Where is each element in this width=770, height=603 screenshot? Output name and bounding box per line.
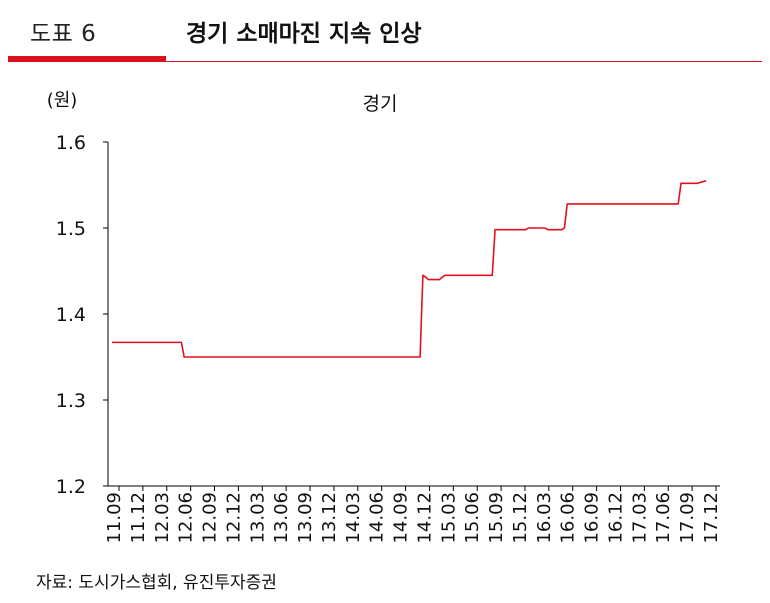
y-tick-label: 1.6 [56, 132, 86, 154]
x-tick-label: 17.06 [653, 492, 674, 544]
x-tick-label: 16.09 [582, 492, 603, 544]
x-axis: 11.09 11.12 12.03 12.06 12.09 12.12 13.03 13.06… [104, 485, 722, 544]
x-tick-label: 12.12 [223, 492, 244, 544]
source-note: 자료: 도시가스협회, 유진투자증권 [36, 573, 277, 593]
series-group [112, 179, 707, 358]
y-axis-unit-label: (원) [47, 90, 78, 111]
figure-label: 도표 6 [30, 21, 97, 47]
x-tick-label: 16.06 [558, 492, 579, 544]
x-tick-label: 12.09 [200, 492, 221, 544]
chart-title: 경기 [363, 93, 398, 115]
x-tick-label: 14.09 [391, 492, 412, 544]
x-tick-label: 16.12 [605, 492, 626, 544]
x-tick-label: 12.06 [176, 492, 197, 544]
x-tick-label: 17.09 [677, 492, 698, 544]
x-tick-label: 16.03 [534, 492, 555, 544]
x-tick-label: 14.06 [367, 492, 388, 544]
x-tick-label: 13.06 [271, 492, 292, 544]
x-tick-label: 13.09 [295, 492, 316, 544]
series-line-0 [112, 179, 707, 358]
y-tick-label: 1.2 [56, 476, 86, 498]
x-tick-label: 11.09 [104, 492, 125, 544]
x-tick-label: 14.03 [343, 492, 364, 544]
header-accent-bar [8, 56, 166, 62]
x-tick-label: 15.12 [510, 492, 531, 544]
x-tick-label: 13.03 [247, 492, 268, 544]
y-tick-label: 1.3 [56, 390, 86, 412]
x-tick-label: 13.12 [319, 492, 340, 544]
x-tick-label: 11.12 [128, 492, 149, 544]
x-tick-label: 15.09 [486, 492, 507, 544]
y-tick-label: 1.4 [56, 304, 86, 326]
x-tick-label: 17.03 [629, 492, 650, 544]
x-tick-label: 14.12 [414, 492, 435, 544]
header-divider [166, 61, 762, 62]
figure-title: 경기 소매마진 지속 인상 [186, 21, 422, 47]
x-tick-label: 12.03 [152, 492, 173, 544]
y-tick-label: 1.5 [56, 218, 86, 240]
y-axis: 1.2 1.3 1.4 1.5 1.6 [56, 132, 109, 498]
x-tick-label: 17.12 [701, 492, 722, 544]
x-tick-label: 15.06 [462, 492, 483, 544]
line-chart: 경기 (원) 1.21.31.41.51.6 11.09 11.12 12.03 12… [47, 90, 722, 544]
x-tick-label: 15.03 [438, 492, 459, 544]
